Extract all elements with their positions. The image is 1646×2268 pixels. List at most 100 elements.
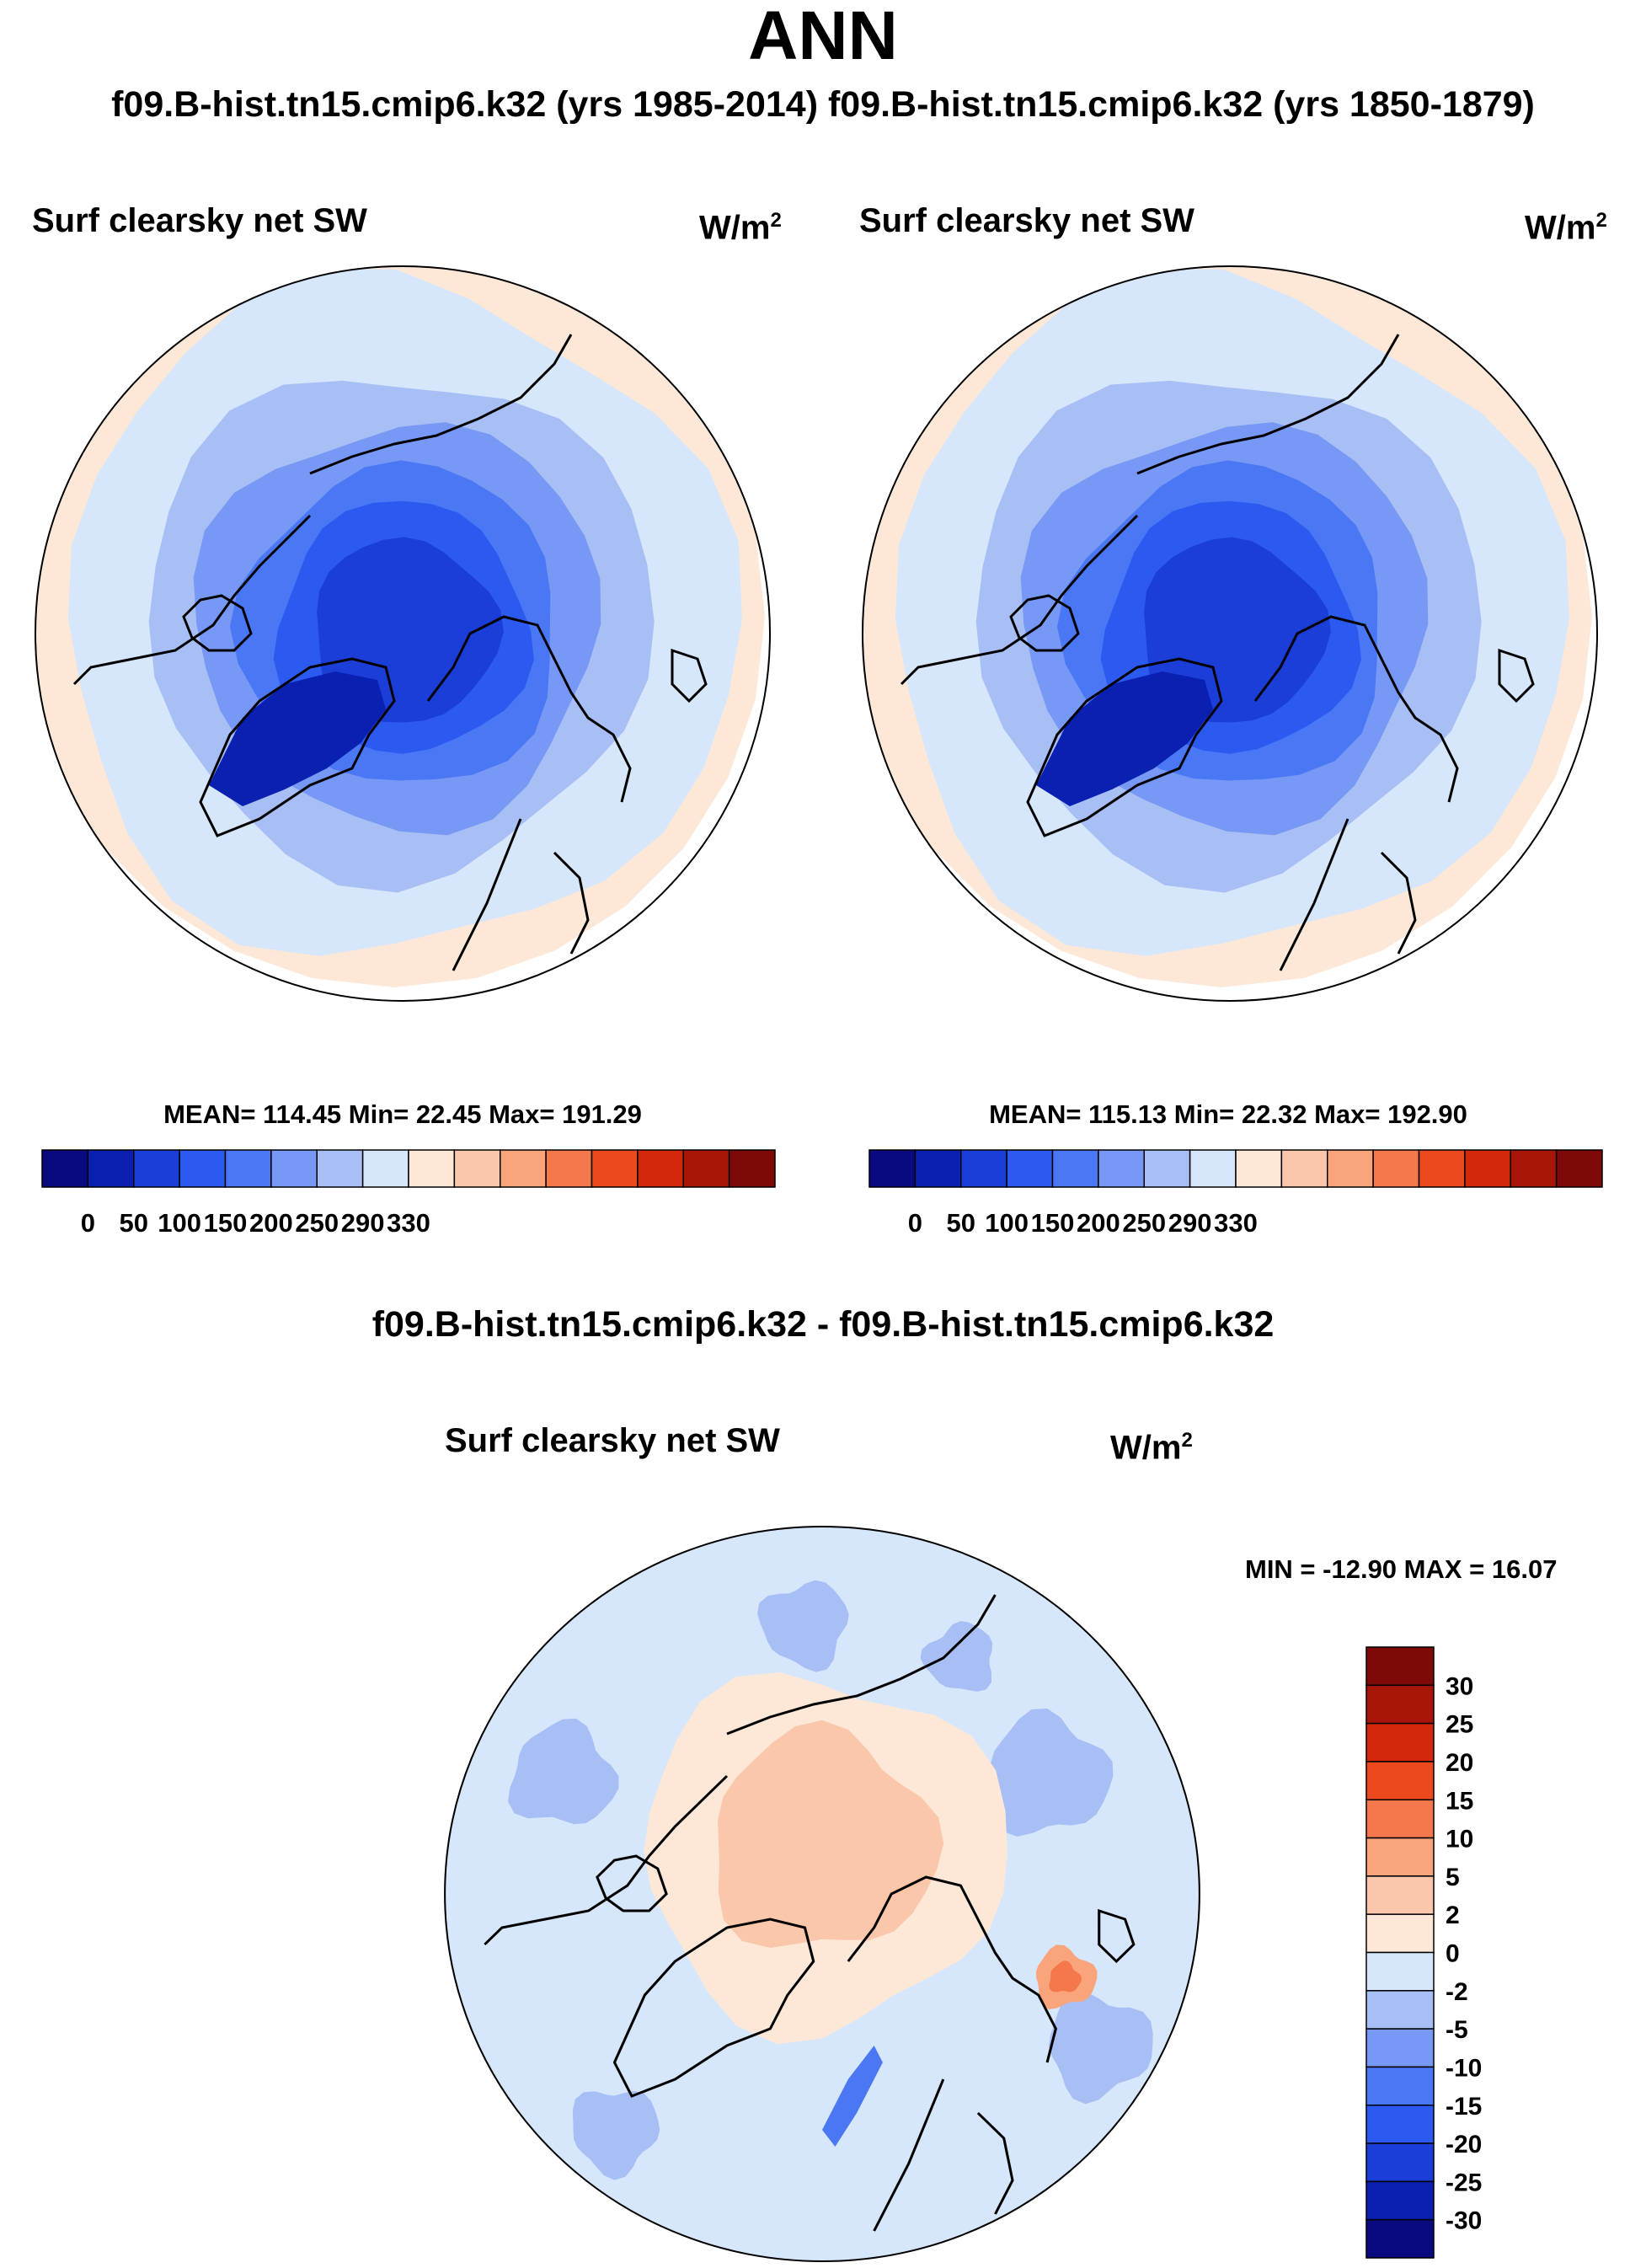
panel1-polar-map — [35, 265, 771, 1002]
panel2-coastline-0 — [900, 514, 1139, 686]
difference-colorbar-tick-5: 5 — [1446, 1864, 1460, 1891]
difference-colorbar-tick-0: 30 — [1446, 1672, 1473, 1700]
panel1-coastline-1 — [199, 657, 396, 837]
panel1-colorbar-box-6 — [316, 1149, 364, 1188]
difference-colorbar-box-15 — [1365, 2218, 1435, 2259]
panel1-colorbar-tick-1: 50 — [120, 1208, 148, 1238]
difference-colorbar-box-4 — [1365, 1799, 1435, 1839]
panel2-coastline-5 — [1380, 851, 1417, 955]
difference-negative-streak — [822, 2046, 883, 2147]
panel1-greenland-patch — [209, 671, 386, 806]
difference-colorbar-box-9 — [1365, 1990, 1435, 2030]
difference-coastline-0 — [484, 1774, 729, 1946]
panel2-colorbar-tick-1: 50 — [947, 1208, 975, 1238]
panel1-colorbar-box-11 — [545, 1149, 593, 1188]
difference-colorbar-tick-3: 15 — [1446, 1787, 1473, 1815]
difference-map-border — [444, 1526, 1200, 2262]
panel2-colorbar-box-4 — [1051, 1149, 1099, 1188]
difference-negative-patch-2 — [1049, 1992, 1153, 2105]
difference-negative-patch-5 — [920, 1621, 993, 1692]
panel2-colorbar-tick-3: 150 — [1031, 1208, 1075, 1238]
difference-colorbar-tick-2: 20 — [1446, 1749, 1473, 1777]
difference-colorbar-box-12 — [1365, 2105, 1435, 2144]
panel1-colorbar-box-3 — [179, 1149, 227, 1188]
panel2-colorbar-box-15 — [1555, 1149, 1603, 1188]
panel2-colorbar-box-8 — [1235, 1149, 1283, 1188]
panel1-title: Surf clearsky net SW — [32, 202, 367, 239]
panel2-units: W/m2 — [1525, 209, 1607, 247]
panel1-colorbar-box-2 — [133, 1149, 180, 1188]
difference-colorbar-box-7 — [1365, 1913, 1435, 1954]
panel2-colorbar-box-0 — [868, 1149, 917, 1188]
panel1-colorbar-box-8 — [408, 1149, 456, 1188]
panel2-colorbar-box-2 — [960, 1149, 1007, 1188]
panel2-coastline-6 — [1009, 594, 1080, 652]
difference-coastline-6 — [596, 1854, 668, 1912]
panel2-coastline-4 — [1279, 818, 1349, 971]
difference-colorbar-box-2 — [1365, 1722, 1435, 1763]
panel1-coastline-4 — [452, 818, 522, 971]
panel1-colorbar-tick-7: 330 — [387, 1208, 430, 1238]
panel1-colorbar-tick-2: 100 — [158, 1208, 201, 1238]
panel2-colorbar-box-10 — [1327, 1149, 1374, 1188]
difference-colorbar-box-13 — [1365, 2142, 1435, 2183]
panel2-colorbar-box-9 — [1280, 1149, 1328, 1188]
panel2-colorbar-tick-5: 250 — [1122, 1208, 1166, 1238]
panel1-colorbar-box-10 — [500, 1149, 547, 1188]
panel2-coastline-2 — [1136, 334, 1400, 475]
difference-colorbar-box-8 — [1365, 1951, 1435, 1992]
panel2-colorbar-box-14 — [1510, 1149, 1558, 1188]
panel2-coastline-3 — [1253, 615, 1459, 803]
panel2-map-border — [862, 265, 1598, 1002]
difference-polar-map — [444, 1526, 1200, 2262]
panel2-colorbar-tick-2: 100 — [985, 1208, 1029, 1238]
panel1-coastline-0 — [72, 514, 312, 686]
difference-colorbar-box-1 — [1365, 1684, 1435, 1725]
panel2-colorbar-tick-0: 0 — [908, 1208, 922, 1238]
panel2-colorbar-box-3 — [1006, 1149, 1054, 1188]
difference-colorbar-tick-13: -25 — [1446, 2169, 1482, 2196]
difference-coastline-7 — [1098, 1908, 1136, 1964]
difference-units: W/m2 — [1110, 1429, 1193, 1467]
difference-positive-core — [718, 1720, 944, 1948]
difference-colorbar-tick-12: -20 — [1446, 2131, 1482, 2158]
panel1-coastline-7 — [671, 648, 708, 703]
difference-colorbar-box-0 — [1365, 1646, 1435, 1687]
panel2-title: Surf clearsky net SW — [859, 202, 1194, 239]
difference-colorbar-box-10 — [1365, 2028, 1435, 2068]
panel2-colorbar-tick-4: 200 — [1077, 1208, 1120, 1238]
difference-coastline-2 — [726, 1594, 997, 1736]
difference-colorbar-box-11 — [1365, 2066, 1435, 2106]
panel1-colorbar-tick-3: 150 — [204, 1208, 248, 1238]
difference-negative-patch-3 — [572, 2090, 660, 2180]
panel1-units: W/m2 — [699, 209, 782, 247]
panel1-colorbar-box-7 — [361, 1149, 409, 1188]
panel1-map-border — [35, 265, 771, 1002]
panel2-contour-level-6 — [1144, 537, 1331, 723]
panel2-colorbar-box-13 — [1464, 1149, 1511, 1188]
difference-coastline-3 — [847, 1875, 1057, 2063]
panel1-field — [35, 266, 765, 987]
panel1-colorbar-box-4 — [224, 1149, 272, 1188]
panel1-colorbar: 0 50 100 150 200 250 290 330 — [41, 1149, 776, 1238]
difference-colorbar-tick-8: -2 — [1446, 1978, 1468, 2006]
difference-colorbar-tick-1: 25 — [1446, 1711, 1473, 1739]
figure-subtitle: f09.B-hist.tn15.cmip6.k32 (yrs 1985-2014… — [111, 84, 1535, 125]
panel2-colorbar-box-7 — [1189, 1149, 1237, 1188]
panel2-stats: MEAN= 115.13 Min= 22.32 Max= 192.90 — [989, 1099, 1467, 1129]
difference-field — [445, 1527, 1200, 2261]
panel1-colorbar-box-5 — [270, 1149, 318, 1188]
difference-coastline-5 — [976, 2111, 1014, 2215]
panel1-colorbar-box-0 — [41, 1149, 89, 1188]
difference-negative-patch-1 — [991, 1708, 1114, 1837]
difference-colorbar-tick-7: 0 — [1446, 1940, 1460, 1968]
difference-coastline-1 — [612, 1918, 815, 2098]
difference-minmax: MIN = -12.90 MAX = 16.07 — [1245, 1554, 1558, 1584]
panel1-colorbar-box-9 — [453, 1149, 501, 1188]
difference-panel-title: Surf clearsky net SW — [445, 1422, 780, 1459]
panel1-coastline-3 — [426, 615, 632, 803]
panel1-colorbar-box-1 — [87, 1149, 135, 1188]
difference-colorbar-tick-6: 2 — [1446, 1902, 1460, 1929]
difference-colorbar-box-6 — [1365, 1875, 1435, 1915]
